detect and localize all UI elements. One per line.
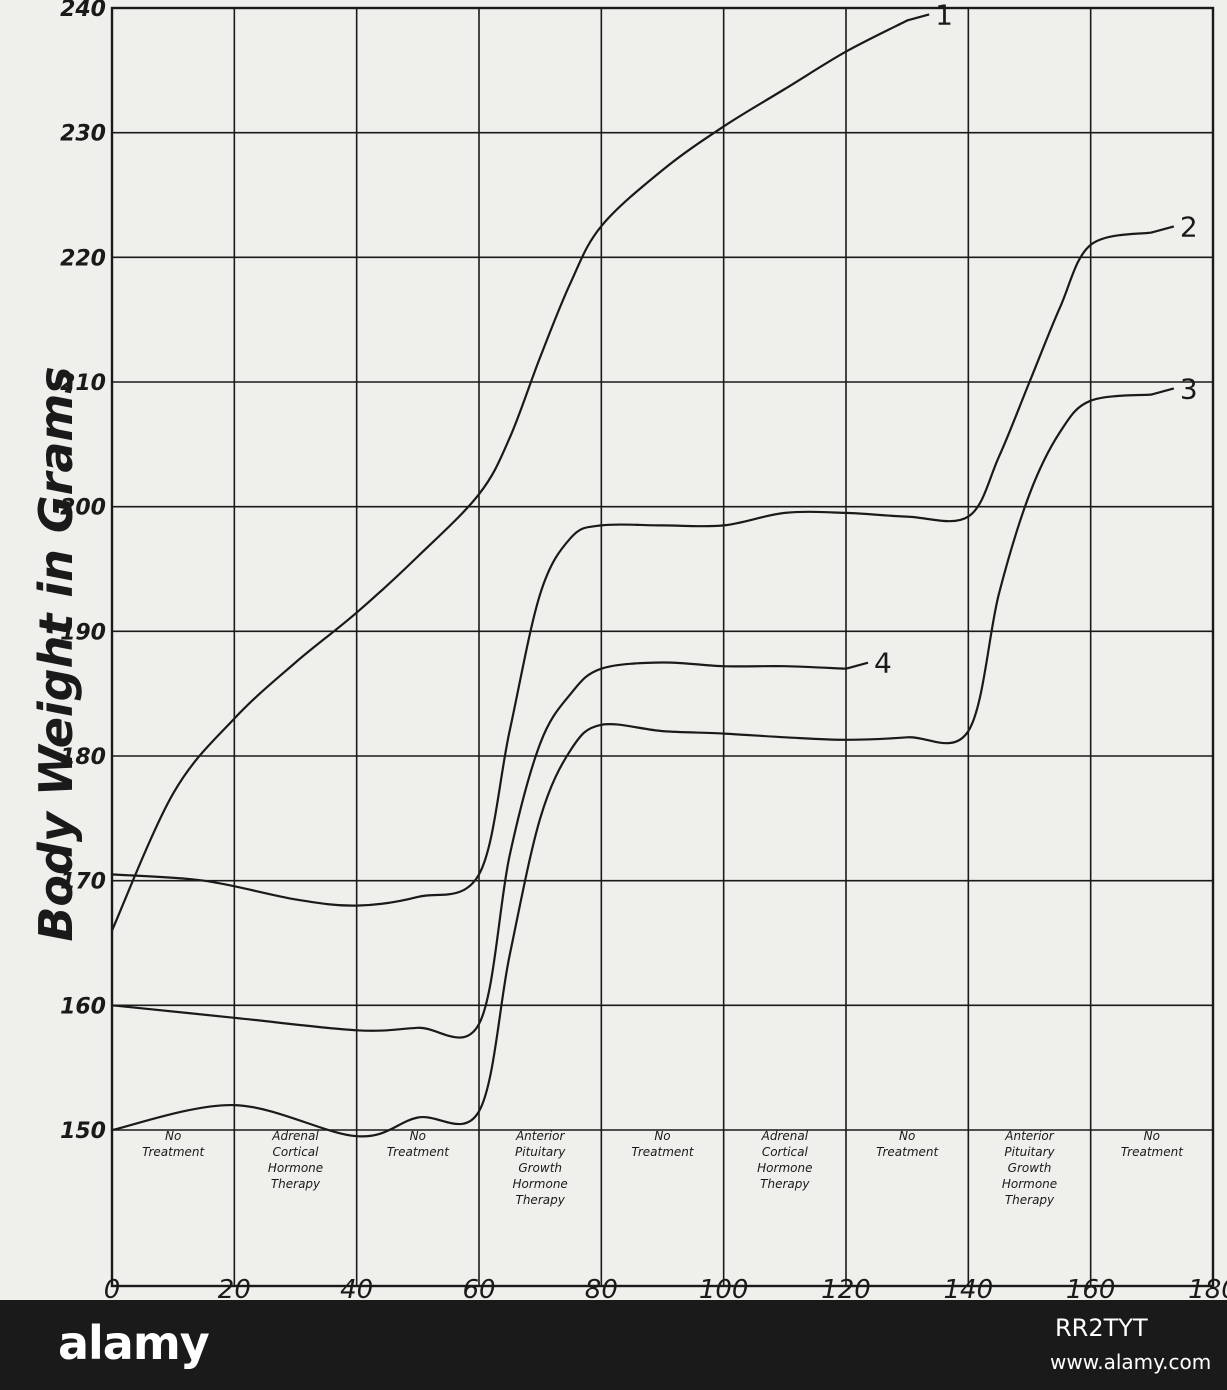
phase-label: Treatment bbox=[631, 1145, 694, 1159]
phase-label: Growth bbox=[518, 1161, 562, 1175]
y-tick-label: 200 bbox=[60, 496, 106, 521]
phase-label: Therapy bbox=[1005, 1193, 1055, 1207]
phase-label: Hormone bbox=[513, 1177, 568, 1191]
y-tick-label: 240 bbox=[60, 0, 106, 22]
phase-label: Anterior bbox=[515, 1129, 566, 1143]
series-label-4: 4 bbox=[874, 647, 892, 680]
y-tick-label: 210 bbox=[60, 371, 106, 396]
y-tick-label: 230 bbox=[60, 122, 106, 147]
y-tick-label: 190 bbox=[60, 620, 106, 645]
series-line-1 bbox=[110, 19, 909, 932]
x-tick-label: 60 bbox=[462, 1275, 495, 1300]
x-tick-label: 80 bbox=[585, 1275, 618, 1300]
phase-label: Therapy bbox=[760, 1177, 810, 1191]
y-tick-label: 220 bbox=[60, 246, 106, 271]
y-tick-label: 170 bbox=[60, 870, 106, 895]
brand-logo: alamy bbox=[58, 1316, 210, 1370]
chart-canvas: No Treatment Adrenal Cortical Hormone Therapy… bbox=[29, 0, 1227, 1300]
phase-label: No bbox=[165, 1129, 181, 1143]
watermark-footer: alamy RR2TYT www.alamy.com bbox=[0, 1300, 1227, 1390]
phase-label: Hormone bbox=[268, 1161, 323, 1175]
series-label-2: 2 bbox=[1180, 210, 1198, 243]
series-line-2 bbox=[110, 231, 1153, 907]
phase-label: Treatment bbox=[876, 1145, 939, 1159]
x-tick-label: 120 bbox=[821, 1275, 871, 1300]
series-leader-3 bbox=[1151, 387, 1175, 396]
x-tick-label: 40 bbox=[340, 1275, 373, 1300]
chart-figure: No Treatment Adrenal Cortical Hormone Therapy… bbox=[0, 0, 1227, 1300]
series-label-1: 1 bbox=[935, 0, 953, 31]
x-tick-label: 100 bbox=[699, 1275, 749, 1300]
site-url: www.alamy.com bbox=[1050, 1350, 1212, 1374]
x-tick-label: 20 bbox=[218, 1275, 251, 1300]
phase-label: Therapy bbox=[516, 1193, 566, 1207]
axes: 150 160 170 180 190 200 210 220 230 240 0 20 40 60 80 1… bbox=[60, 0, 1227, 1300]
phase-label: No bbox=[654, 1129, 670, 1143]
series-lines: 1 2 3 4 bbox=[110, 0, 1198, 1138]
y-tick-label: 180 bbox=[60, 745, 106, 770]
x-tick-label: 0 bbox=[104, 1275, 121, 1300]
grid bbox=[111, 7, 1214, 1286]
phase-label: Hormone bbox=[1002, 1177, 1057, 1191]
phase-label: Treatment bbox=[142, 1145, 205, 1159]
x-tick-label: 140 bbox=[944, 1275, 994, 1300]
series-label-3: 3 bbox=[1180, 372, 1198, 405]
y-axis-label: Body Weight in Grams bbox=[29, 366, 83, 941]
phase-label: Cortical bbox=[273, 1145, 320, 1159]
phase-label: Pituitary bbox=[515, 1145, 566, 1159]
phase-label: Adrenal bbox=[761, 1129, 809, 1143]
phase-label: Growth bbox=[1008, 1161, 1052, 1175]
phase-label: Treatment bbox=[387, 1145, 450, 1159]
phase-label: Cortical bbox=[762, 1145, 809, 1159]
series-leader-1 bbox=[906, 13, 930, 22]
phase-label: Adrenal bbox=[271, 1129, 319, 1143]
series-leader-4 bbox=[845, 661, 869, 670]
y-tick-label: 150 bbox=[60, 1119, 106, 1144]
phase-label: Anterior bbox=[1004, 1129, 1055, 1143]
series-line-4 bbox=[110, 661, 848, 1039]
phase-label: Treatment bbox=[1121, 1145, 1184, 1159]
x-tick-label: 160 bbox=[1066, 1275, 1116, 1300]
phase-label: No bbox=[899, 1129, 915, 1143]
phase-label: No bbox=[1144, 1129, 1160, 1143]
image-id: RR2TYT bbox=[1055, 1314, 1148, 1342]
phase-label: Pituitary bbox=[1004, 1145, 1055, 1159]
phase-label: Hormone bbox=[757, 1161, 812, 1175]
x-tick-label: 180 bbox=[1188, 1275, 1227, 1300]
y-tick-label: 160 bbox=[60, 994, 106, 1019]
plot-frame bbox=[110, 6, 1215, 1288]
phase-label: Therapy bbox=[271, 1177, 321, 1191]
series-leader-2 bbox=[1151, 225, 1175, 234]
phase-label: No bbox=[410, 1129, 426, 1143]
phase-labels: No Treatment Adrenal Cortical Hormone Therapy… bbox=[142, 1129, 1184, 1207]
series-line-3 bbox=[110, 393, 1153, 1138]
